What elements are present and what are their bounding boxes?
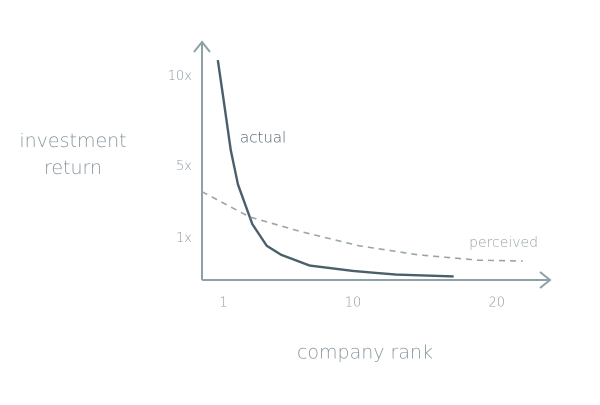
- axes: [193, 40, 552, 289]
- x-tick-label: 10: [345, 296, 362, 311]
- x-tick-label: 20: [489, 296, 506, 311]
- series-line: [216, 59, 454, 278]
- y-axis-label: investment return: [19, 130, 127, 179]
- series-label: perceived: [469, 235, 538, 251]
- series-label: actual: [240, 129, 286, 147]
- x-axis-arrow: [539, 271, 552, 289]
- y-tick-label: 5x: [176, 159, 192, 174]
- x-tick-label: 1: [219, 296, 227, 311]
- y-tick-label: 1x: [176, 231, 192, 246]
- x-axis-label: company rank: [297, 342, 433, 364]
- y-axis-arrow: [193, 40, 211, 53]
- series-line: [201, 190, 523, 262]
- y-tick-label: 10x: [168, 69, 192, 84]
